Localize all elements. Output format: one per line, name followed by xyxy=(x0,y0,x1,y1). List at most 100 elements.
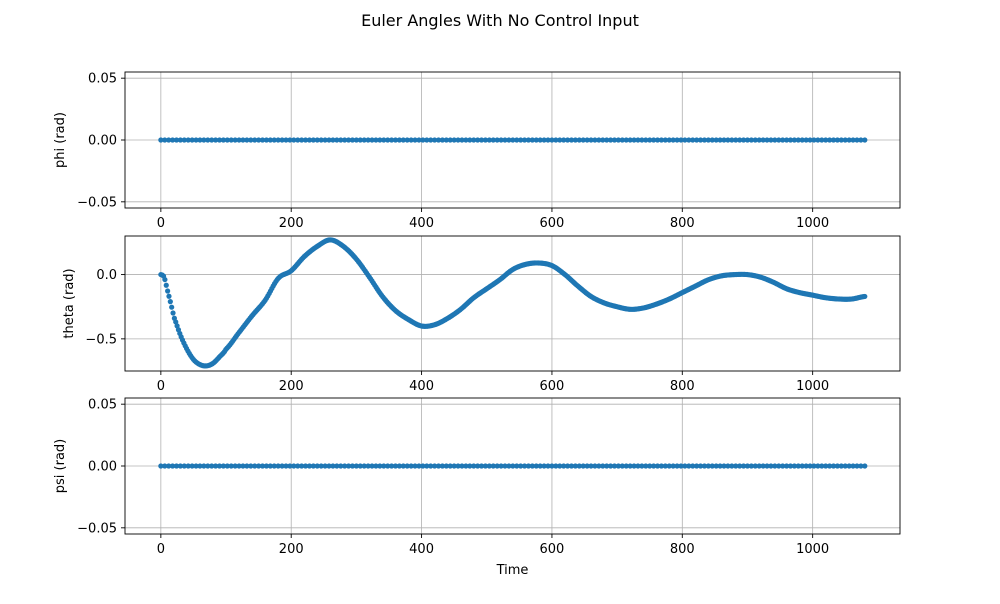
data-point xyxy=(748,137,754,143)
data-point xyxy=(647,463,653,469)
data-point xyxy=(561,137,567,143)
data-point xyxy=(392,137,399,143)
data-point xyxy=(858,137,864,143)
data-point xyxy=(287,137,293,143)
data-point xyxy=(381,463,387,469)
data-point xyxy=(486,137,492,143)
series-markers xyxy=(158,237,868,369)
data-point xyxy=(205,137,211,143)
data-point xyxy=(377,137,383,143)
data-point xyxy=(357,463,363,469)
data-point xyxy=(213,463,219,469)
data-point xyxy=(705,137,711,143)
data-point xyxy=(737,463,743,469)
axes-frame xyxy=(124,235,901,372)
data-point xyxy=(232,137,238,143)
data-point xyxy=(252,137,258,143)
data-point xyxy=(651,463,657,469)
data-point xyxy=(654,137,661,143)
data-point xyxy=(443,463,449,469)
data-point xyxy=(627,137,633,143)
data-point xyxy=(373,463,379,469)
data-point xyxy=(220,463,227,469)
data-point xyxy=(697,137,704,143)
data-point xyxy=(846,463,852,469)
data-point xyxy=(228,463,234,469)
data-point xyxy=(299,137,305,143)
data-point xyxy=(459,137,465,143)
data-point xyxy=(811,463,817,469)
data-point xyxy=(162,137,168,143)
data-point xyxy=(611,463,618,469)
data-point xyxy=(361,463,367,469)
data-point xyxy=(506,137,512,143)
data-point xyxy=(275,463,281,469)
data-point xyxy=(799,137,805,143)
data-point xyxy=(678,137,684,143)
data-point xyxy=(158,463,164,469)
data-point xyxy=(424,137,430,143)
data-point xyxy=(232,463,238,469)
data-point xyxy=(670,463,676,469)
data-point xyxy=(568,463,575,469)
data-point xyxy=(447,463,453,469)
data-point xyxy=(193,137,199,143)
data-point xyxy=(776,137,782,143)
data-point xyxy=(744,137,751,143)
data-point xyxy=(721,463,727,469)
data-point xyxy=(604,137,610,143)
series-markers xyxy=(158,463,868,469)
data-point xyxy=(455,137,461,143)
data-point xyxy=(850,137,856,143)
data-point xyxy=(510,463,516,469)
data-point xyxy=(588,463,594,469)
x-tick-label: 600 xyxy=(540,542,565,557)
data-point xyxy=(478,463,485,469)
data-point xyxy=(514,137,520,143)
x-tick-label: 200 xyxy=(279,379,304,394)
data-point xyxy=(635,463,641,469)
data-point xyxy=(314,137,320,143)
data-point xyxy=(819,463,825,469)
data-point xyxy=(478,137,485,143)
data-point xyxy=(388,463,395,469)
data-point xyxy=(529,137,535,143)
data-point xyxy=(713,463,719,469)
data-point xyxy=(167,299,173,305)
data-point xyxy=(302,137,309,143)
data-point xyxy=(705,463,711,469)
data-point xyxy=(310,137,316,143)
data-point xyxy=(627,463,633,469)
data-point xyxy=(838,463,844,469)
x-tick-label: 400 xyxy=(409,542,434,557)
data-point xyxy=(682,463,688,469)
data-point xyxy=(635,137,641,143)
data-point xyxy=(291,463,297,469)
subplot-2: 0 200 400 600 800 1000 −0.5 0.0 theta (rad) xyxy=(62,235,901,394)
x-tick-label: 200 xyxy=(279,216,304,231)
data-point xyxy=(529,463,535,469)
data-point xyxy=(185,137,191,143)
x-tick-label: 1000 xyxy=(796,542,829,557)
data-point xyxy=(862,463,868,469)
data-point xyxy=(521,463,528,469)
data-point xyxy=(518,463,524,469)
data-point xyxy=(580,137,586,143)
data-point xyxy=(240,463,246,469)
data-point xyxy=(342,137,348,143)
data-point xyxy=(783,463,790,469)
data-point xyxy=(842,137,848,143)
x-tick-label: 800 xyxy=(670,379,695,394)
data-point xyxy=(330,137,336,143)
data-point xyxy=(623,137,629,143)
data-point xyxy=(604,463,610,469)
y-axis-label: theta (rad) xyxy=(62,268,77,338)
data-point xyxy=(201,463,207,469)
data-point xyxy=(815,137,821,143)
data-point xyxy=(471,137,477,143)
data-point xyxy=(240,137,246,143)
x-tick-label: 600 xyxy=(540,216,565,231)
data-point xyxy=(357,137,363,143)
data-point xyxy=(163,282,169,288)
